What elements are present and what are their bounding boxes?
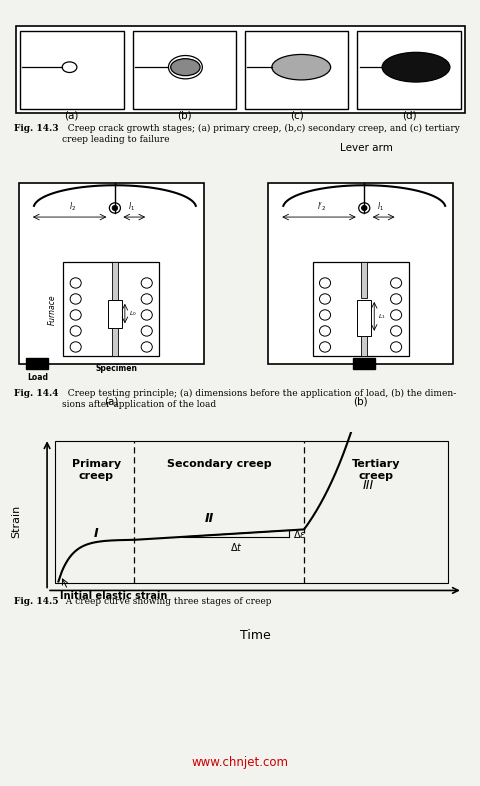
Bar xyxy=(20,31,123,109)
Text: II: II xyxy=(204,512,214,525)
Bar xyxy=(357,31,460,109)
Bar xyxy=(26,358,48,369)
Bar xyxy=(15,26,465,113)
Text: (b): (b) xyxy=(352,396,367,406)
Circle shape xyxy=(70,294,81,304)
Text: I: I xyxy=(94,527,98,540)
Text: $l_1$: $l_1$ xyxy=(377,200,384,212)
Text: Specimen: Specimen xyxy=(96,364,137,373)
Circle shape xyxy=(319,277,330,288)
Text: (b): (b) xyxy=(177,111,191,121)
Circle shape xyxy=(70,277,81,288)
Bar xyxy=(108,300,121,328)
Bar xyxy=(244,31,348,109)
Circle shape xyxy=(141,310,152,320)
Text: www.chnjet.com: www.chnjet.com xyxy=(192,756,288,769)
Text: (d): (d) xyxy=(401,111,416,121)
Text: A creep curve showing three stages of creep: A creep curve showing three stages of cr… xyxy=(60,597,271,606)
Circle shape xyxy=(141,342,152,352)
Circle shape xyxy=(70,342,81,352)
Circle shape xyxy=(112,205,118,211)
Text: (c): (c) xyxy=(289,111,303,121)
Text: Tertiary
creep: Tertiary creep xyxy=(351,459,399,481)
Bar xyxy=(112,328,118,356)
Bar xyxy=(112,263,118,300)
Bar xyxy=(352,358,374,369)
Bar xyxy=(312,263,408,356)
Text: Secondary creep: Secondary creep xyxy=(167,459,271,469)
Text: $l_1$: $l_1$ xyxy=(128,200,135,212)
Circle shape xyxy=(141,325,152,336)
Circle shape xyxy=(390,342,401,352)
Circle shape xyxy=(319,325,330,336)
Text: (a): (a) xyxy=(64,111,79,121)
Text: Primary
creep: Primary creep xyxy=(72,459,120,481)
Text: Fig. 14.3: Fig. 14.3 xyxy=(14,124,59,133)
Bar xyxy=(55,441,447,583)
Text: $L_0$: $L_0$ xyxy=(128,309,136,318)
Text: Furnace: Furnace xyxy=(48,294,57,325)
Ellipse shape xyxy=(271,54,330,80)
Bar xyxy=(268,182,452,364)
Circle shape xyxy=(141,277,152,288)
Ellipse shape xyxy=(170,59,200,75)
Bar xyxy=(357,300,371,336)
Bar xyxy=(132,31,236,109)
Ellipse shape xyxy=(381,53,449,82)
Circle shape xyxy=(358,203,369,213)
Bar xyxy=(361,336,366,356)
Text: $\Delta\varepsilon$: $\Delta\varepsilon$ xyxy=(293,527,306,539)
Circle shape xyxy=(361,205,366,211)
Circle shape xyxy=(390,277,401,288)
Text: Time: Time xyxy=(239,629,270,642)
Text: Load: Load xyxy=(27,373,48,382)
Text: $l_2$: $l_2$ xyxy=(69,200,76,212)
Text: Fig. 14.4: Fig. 14.4 xyxy=(14,389,59,398)
Circle shape xyxy=(70,310,81,320)
Text: $l'_2$: $l'_2$ xyxy=(316,200,326,212)
Circle shape xyxy=(109,203,120,213)
Circle shape xyxy=(319,294,330,304)
Bar xyxy=(361,263,366,298)
Ellipse shape xyxy=(62,62,77,72)
Text: Creep crack growth stages; (a) primary creep, (b,c) secondary creep, and (c) ter: Creep crack growth stages; (a) primary c… xyxy=(62,124,459,144)
Text: Fig. 14.5: Fig. 14.5 xyxy=(14,597,59,606)
Text: Strain: Strain xyxy=(11,505,21,538)
Circle shape xyxy=(141,294,152,304)
Bar xyxy=(63,263,159,356)
Bar xyxy=(19,182,203,364)
Circle shape xyxy=(319,342,330,352)
Circle shape xyxy=(390,310,401,320)
Circle shape xyxy=(390,325,401,336)
Text: (a): (a) xyxy=(104,396,118,406)
Text: Lever arm: Lever arm xyxy=(339,142,392,152)
Text: Initial elastic strain: Initial elastic strain xyxy=(60,591,168,601)
Circle shape xyxy=(319,310,330,320)
Text: $L_1$: $L_1$ xyxy=(377,312,385,321)
Text: $\Delta t$: $\Delta t$ xyxy=(229,541,242,553)
Circle shape xyxy=(70,325,81,336)
Circle shape xyxy=(390,294,401,304)
Text: Creep testing principle; (a) dimensions before the application of load, (b) the : Creep testing principle; (a) dimensions … xyxy=(62,389,455,409)
Text: III: III xyxy=(362,479,373,492)
